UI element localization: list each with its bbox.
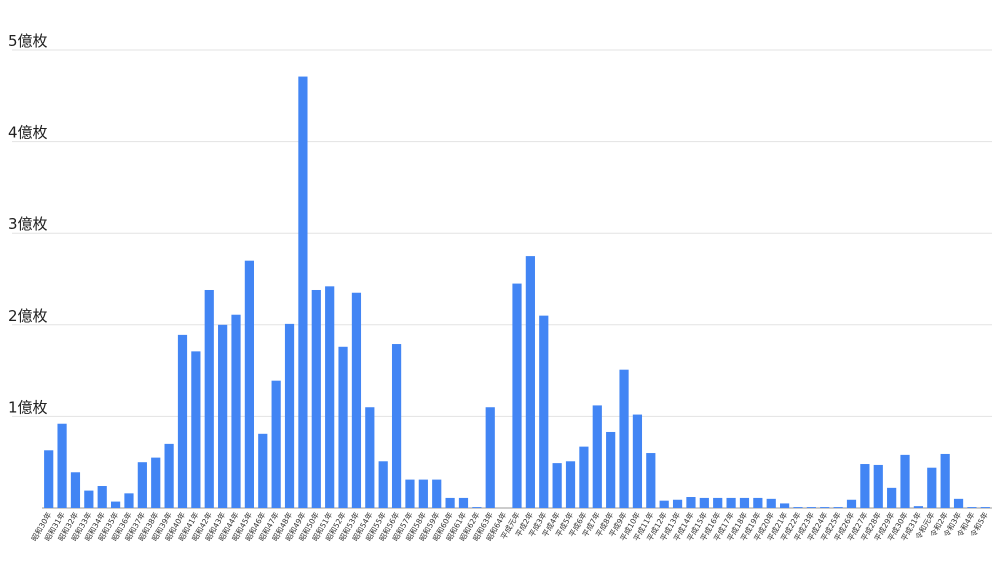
bar: [191, 351, 201, 508]
bar: [672, 499, 683, 508]
bar: [525, 256, 535, 508]
bar: [84, 490, 94, 508]
bar: [565, 461, 576, 508]
y-tick-label: 1億枚: [8, 398, 48, 416]
bar: [97, 486, 107, 508]
bar: [619, 369, 629, 508]
bar: [713, 497, 723, 508]
bar: [646, 453, 656, 508]
bar: [846, 499, 857, 508]
bar: [378, 461, 388, 508]
bar: [70, 472, 81, 508]
bar: [137, 462, 147, 508]
bar: [351, 292, 362, 508]
bar: [204, 289, 214, 508]
bar: [124, 493, 134, 508]
bar: [539, 315, 549, 508]
bar: [659, 500, 669, 508]
bar: [592, 405, 602, 508]
bar: [391, 344, 402, 508]
bar: [365, 407, 375, 508]
bar: [579, 446, 589, 508]
bar: [57, 423, 67, 508]
bar: [472, 507, 482, 508]
bar: [739, 497, 750, 508]
bar: [298, 76, 308, 509]
bar: [284, 323, 295, 508]
y-tick-label: 3億枚: [8, 215, 48, 233]
bar: [632, 414, 643, 508]
bar: [833, 507, 843, 508]
bar: [164, 443, 174, 508]
bar: [151, 457, 161, 508]
bar: [780, 503, 790, 508]
bar: [458, 497, 469, 508]
bar: [686, 497, 696, 508]
bar: [325, 286, 335, 508]
bar: [485, 407, 495, 508]
bar: [432, 479, 442, 508]
bar: [967, 507, 977, 508]
bar: [606, 431, 616, 508]
y-tick-label: 4億枚: [8, 124, 48, 142]
bar: [271, 380, 281, 508]
bar: [953, 498, 964, 508]
bar: [927, 467, 937, 508]
y-tick-label: 5億枚: [8, 32, 48, 50]
bar: [405, 479, 415, 508]
bar: [913, 506, 924, 508]
bar: [753, 497, 763, 508]
bar: [311, 289, 321, 508]
y-tick-label: 2億枚: [8, 307, 48, 325]
bar: [231, 314, 241, 508]
bar: [110, 501, 121, 508]
bar: [699, 497, 709, 508]
bar: [860, 464, 870, 508]
bar: [900, 454, 910, 508]
bar: [940, 453, 950, 508]
bar: [793, 507, 803, 508]
bar: [806, 507, 816, 508]
bar: [726, 497, 736, 508]
bar: [258, 433, 268, 508]
bar: [44, 450, 54, 508]
bar: [980, 507, 990, 508]
bar: [512, 283, 522, 508]
bar: [552, 463, 562, 508]
bar: [338, 346, 348, 508]
bar: [820, 507, 830, 508]
bar: [766, 498, 776, 508]
bar: [873, 464, 883, 508]
bar: [418, 479, 428, 508]
bar: [244, 260, 254, 508]
bar: [887, 487, 897, 508]
bar: [445, 497, 455, 508]
bar: [177, 334, 188, 508]
bar: [218, 324, 228, 508]
